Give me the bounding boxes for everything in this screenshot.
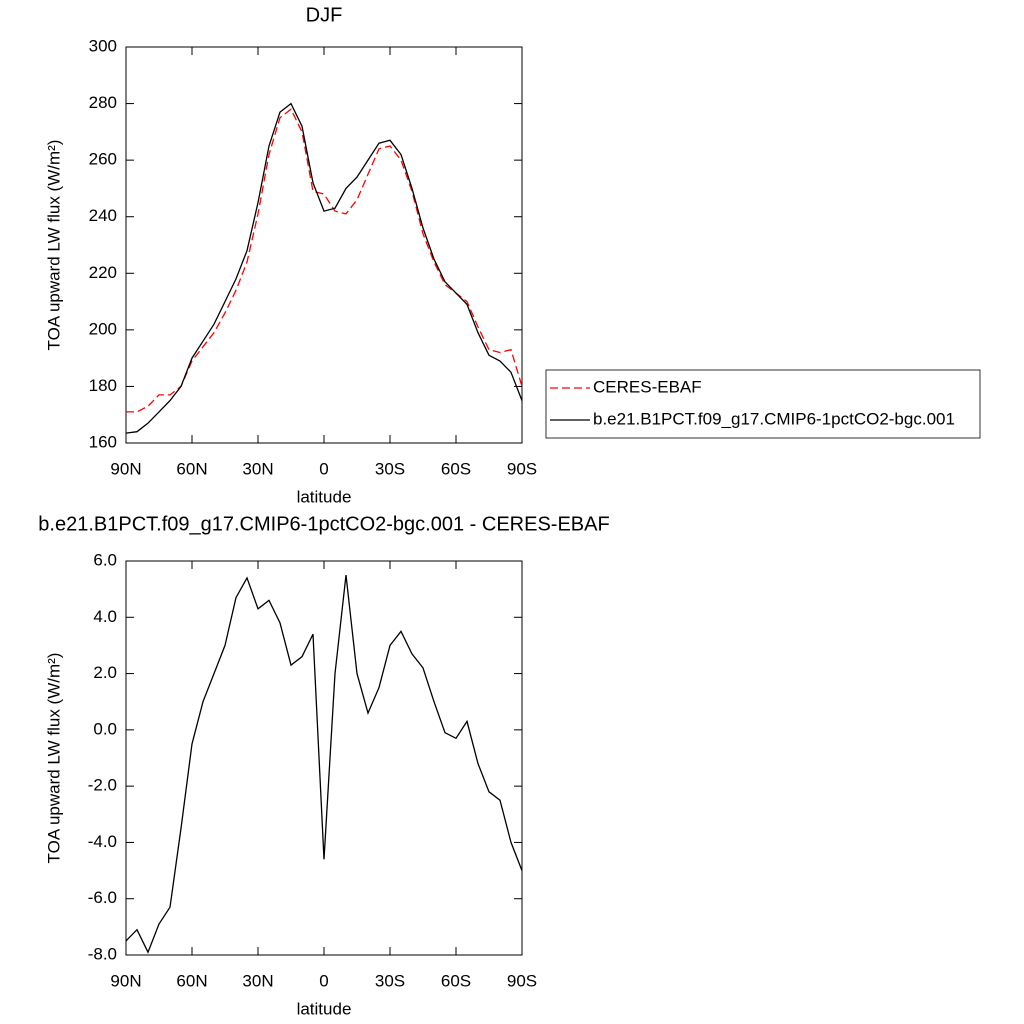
y-tick-label: 220 xyxy=(89,263,117,282)
x-tick-label: 0 xyxy=(319,459,328,478)
y-tick-label: -6.0 xyxy=(88,888,117,907)
y-tick-label: -2.0 xyxy=(88,776,117,795)
legend-label: CERES-EBAF xyxy=(593,377,702,396)
x-tick-label: 90S xyxy=(507,971,537,990)
x-tick-label: 30S xyxy=(375,971,405,990)
x-tick-label: 60N xyxy=(176,971,207,990)
plot-frame xyxy=(125,46,523,444)
legend-box xyxy=(545,369,981,439)
y-tick-label: 300 xyxy=(89,36,117,55)
x-tick-label: 90N xyxy=(110,459,141,478)
x-tick-label: 60S xyxy=(441,459,471,478)
x-axis-label: latitude xyxy=(297,487,352,506)
x-tick-label: 30N xyxy=(242,971,273,990)
y-tick-label: -4.0 xyxy=(88,832,117,851)
x-tick-label: 60S xyxy=(441,971,471,990)
data-line xyxy=(125,102,523,434)
data-line xyxy=(126,108,523,413)
y-tick-label: -8.0 xyxy=(88,944,117,963)
y-tick-label: 260 xyxy=(89,150,117,169)
legend-label: b.e21.B1PCT.f09_g17.CMIP6-1pctCO2-bgc.00… xyxy=(593,409,955,428)
x-axis-label: latitude xyxy=(297,999,352,1018)
x-tick-label: 90S xyxy=(507,459,537,478)
y-tick-label: 2.0 xyxy=(93,663,117,682)
y-tick-label: 200 xyxy=(89,319,117,338)
x-tick-label: 90N xyxy=(110,971,141,990)
y-axis-label: TOA upward LW flux (W/m²) xyxy=(44,140,63,351)
y-tick-label: 180 xyxy=(89,376,117,395)
y-tick-label: 6.0 xyxy=(93,550,117,569)
y-axis-label: TOA upward LW flux (W/m²) xyxy=(44,653,63,864)
y-tick-label: 0.0 xyxy=(93,719,117,738)
y-tick-label: 4.0 xyxy=(93,607,117,626)
chart-title: DJF xyxy=(306,4,343,26)
x-tick-label: 60N xyxy=(176,459,207,478)
y-tick-label: 240 xyxy=(89,206,117,225)
x-tick-label: 0 xyxy=(319,971,328,990)
y-tick-label: 160 xyxy=(89,432,117,451)
chart-title: b.e21.B1PCT.f09_g17.CMIP6-1pctCO2-bgc.00… xyxy=(38,513,609,535)
x-tick-label: 30S xyxy=(375,459,405,478)
y-tick-label: 280 xyxy=(89,93,117,112)
plot-frame xyxy=(125,560,523,956)
data-line xyxy=(125,575,523,954)
x-tick-label: 30N xyxy=(242,459,273,478)
